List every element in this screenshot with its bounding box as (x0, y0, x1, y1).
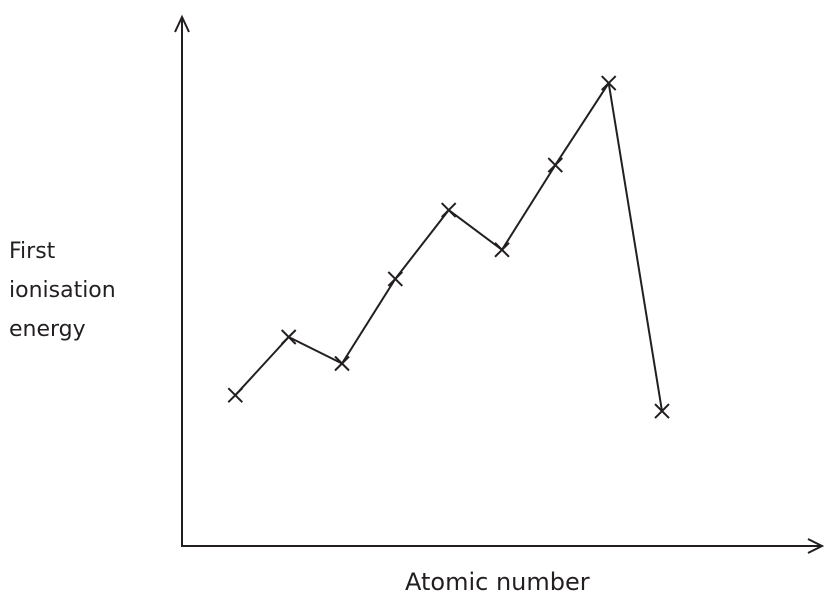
data-point-marker (387, 271, 404, 287)
data-point-marker (547, 157, 564, 173)
y-axis-label-line-1: First (9, 239, 56, 264)
data-point-marker (494, 242, 510, 258)
y-axis-label-line-3: energy (9, 317, 86, 342)
data-point-marker (280, 329, 297, 345)
y-axis-label: First ionisation energy (9, 232, 116, 349)
series-segment (394, 209, 450, 280)
data-point-marker (654, 403, 670, 419)
y-axis-arrow (174, 14, 190, 33)
series-layer (227, 75, 670, 419)
data-point-marker (600, 75, 617, 91)
data-point-marker (440, 202, 457, 218)
chart-axes (174, 14, 824, 554)
series-segment (607, 82, 663, 412)
x-axis-arrow (807, 538, 824, 554)
x-axis-label: Atomic number (405, 568, 590, 596)
data-point-marker (334, 355, 350, 372)
series-segment (448, 209, 503, 251)
series-segment (288, 336, 343, 365)
series-segment (341, 278, 397, 365)
series-segment (234, 336, 290, 396)
data-point-marker (227, 387, 244, 403)
series-segment (554, 82, 610, 166)
y-axis-label-line-2: ionisation (9, 278, 116, 303)
series-segment (501, 164, 557, 251)
